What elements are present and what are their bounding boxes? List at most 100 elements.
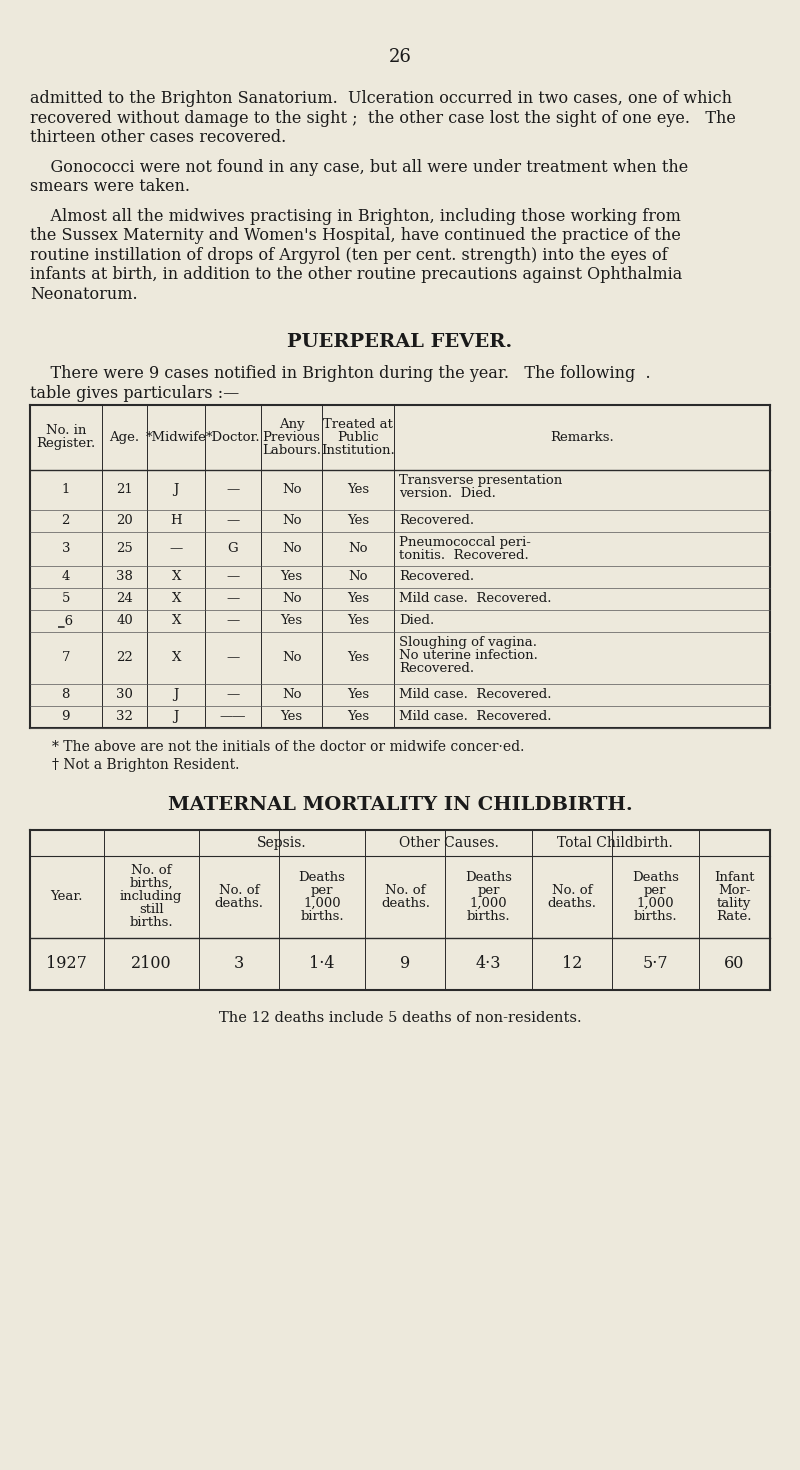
Text: Gonococci were not found in any case, but all were under treatment when the: Gonococci were not found in any case, bu… <box>30 159 688 175</box>
Text: births.: births. <box>467 910 510 923</box>
Text: admitted to the Brighton Sanatorium.  Ulceration occurred in two cases, one of w: admitted to the Brighton Sanatorium. Ulc… <box>30 90 732 107</box>
Text: ——: —— <box>220 710 246 723</box>
Text: thirteen other cases recovered.: thirteen other cases recovered. <box>30 129 286 146</box>
Text: Treated at: Treated at <box>323 417 393 431</box>
Text: No: No <box>282 651 302 664</box>
Text: 1,000: 1,000 <box>637 897 674 910</box>
Text: Yes: Yes <box>281 570 302 584</box>
Text: 12: 12 <box>562 956 582 972</box>
Text: 3: 3 <box>234 956 244 972</box>
Text: X: X <box>171 651 181 664</box>
Text: 5·7: 5·7 <box>642 956 668 972</box>
Text: —: — <box>226 651 239 664</box>
Text: births,: births, <box>130 878 173 889</box>
Text: Recovered.: Recovered. <box>399 662 474 675</box>
Text: Age.: Age. <box>110 431 139 444</box>
Text: 1·4: 1·4 <box>310 956 335 972</box>
Text: 30: 30 <box>116 688 133 701</box>
Text: —: — <box>226 570 239 584</box>
Text: *Doctor.: *Doctor. <box>206 431 260 444</box>
Text: Sepsis.: Sepsis. <box>258 835 307 850</box>
Text: Transverse presentation: Transverse presentation <box>399 473 562 487</box>
Text: deaths.: deaths. <box>547 897 597 910</box>
Text: J: J <box>174 710 179 723</box>
Text: 1927: 1927 <box>46 956 87 972</box>
Text: 4·3: 4·3 <box>476 956 502 972</box>
Text: No: No <box>282 592 302 606</box>
Text: Other Causes.: Other Causes. <box>398 835 498 850</box>
Text: No. in: No. in <box>46 423 86 437</box>
Text: —: — <box>226 688 239 701</box>
Text: Any: Any <box>278 417 304 431</box>
Text: 9: 9 <box>62 710 70 723</box>
Text: The 12 deaths include 5 deaths of non-residents.: The 12 deaths include 5 deaths of non-re… <box>218 1011 582 1026</box>
Text: No. of: No. of <box>218 883 259 897</box>
Text: Yes: Yes <box>347 514 370 528</box>
Text: —: — <box>226 614 239 628</box>
Text: Deaths: Deaths <box>298 870 346 883</box>
Text: the Sussex Maternity and Women's Hospital, have continued the practice of the: the Sussex Maternity and Women's Hospita… <box>30 226 681 244</box>
Text: 40: 40 <box>116 614 133 628</box>
Text: 25: 25 <box>116 542 133 556</box>
Text: Yes: Yes <box>347 484 370 495</box>
Text: No. of: No. of <box>552 883 592 897</box>
Text: Died.: Died. <box>399 613 434 626</box>
Text: 1: 1 <box>62 484 70 495</box>
Text: per: per <box>478 883 500 897</box>
Text: G: G <box>227 542 238 556</box>
Text: Neonatorum.: Neonatorum. <box>30 285 138 303</box>
Text: —: — <box>170 542 183 556</box>
Text: 60: 60 <box>724 956 745 972</box>
Text: X: X <box>171 614 181 628</box>
Text: Year.: Year. <box>50 889 83 903</box>
Text: —: — <box>226 484 239 495</box>
Text: 2: 2 <box>62 514 70 528</box>
Text: *Midwife: *Midwife <box>146 431 206 444</box>
Text: 2100: 2100 <box>131 956 171 972</box>
Text: H: H <box>170 514 182 528</box>
Text: No: No <box>282 542 302 556</box>
Text: infants at birth, in addition to the other routine precautions against Ophthalmi: infants at birth, in addition to the oth… <box>30 266 682 284</box>
Text: Mild case.  Recovered.: Mild case. Recovered. <box>399 591 551 604</box>
Text: Mor-: Mor- <box>718 883 750 897</box>
Text: Yes: Yes <box>347 710 370 723</box>
Text: J: J <box>174 688 179 701</box>
Text: —: — <box>226 592 239 606</box>
Text: No. of: No. of <box>385 883 426 897</box>
Text: Recovered.: Recovered. <box>399 513 474 526</box>
Text: tonitis.  Recovered.: tonitis. Recovered. <box>399 548 529 562</box>
Text: Deaths: Deaths <box>466 870 512 883</box>
Text: 32: 32 <box>116 710 133 723</box>
Text: 24: 24 <box>116 592 133 606</box>
Text: including: including <box>120 889 182 903</box>
Text: per: per <box>644 883 666 897</box>
Text: No: No <box>349 570 368 584</box>
Text: 9: 9 <box>400 956 410 972</box>
Text: Institution.: Institution. <box>322 444 395 457</box>
Text: deaths.: deaths. <box>381 897 430 910</box>
Text: 7: 7 <box>62 651 70 664</box>
Text: Remarks.: Remarks. <box>550 431 614 444</box>
Text: No: No <box>282 514 302 528</box>
Text: deaths.: deaths. <box>214 897 263 910</box>
Text: Infant: Infant <box>714 870 754 883</box>
Text: 4: 4 <box>62 570 70 584</box>
Text: per: per <box>311 883 334 897</box>
Text: smears were taken.: smears were taken. <box>30 178 190 196</box>
Text: Previous: Previous <box>262 431 321 444</box>
Text: —: — <box>226 514 239 528</box>
Text: Recovered.: Recovered. <box>399 569 474 582</box>
Text: 38: 38 <box>116 570 133 584</box>
Text: still: still <box>139 903 163 916</box>
Text: X: X <box>171 570 181 584</box>
Text: Yes: Yes <box>347 651 370 664</box>
Text: births.: births. <box>300 910 344 923</box>
Text: Rate.: Rate. <box>717 910 752 923</box>
Text: Labours.: Labours. <box>262 444 321 457</box>
Text: Public: Public <box>338 431 379 444</box>
Text: Almost all the midwives practising in Brighton, including those working from: Almost all the midwives practising in Br… <box>30 207 681 225</box>
Text: No uterine infection.: No uterine infection. <box>399 648 538 662</box>
Text: Mild case.  Recovered.: Mild case. Recovered. <box>399 710 551 722</box>
Text: 8: 8 <box>62 688 70 701</box>
Text: Yes: Yes <box>347 592 370 606</box>
